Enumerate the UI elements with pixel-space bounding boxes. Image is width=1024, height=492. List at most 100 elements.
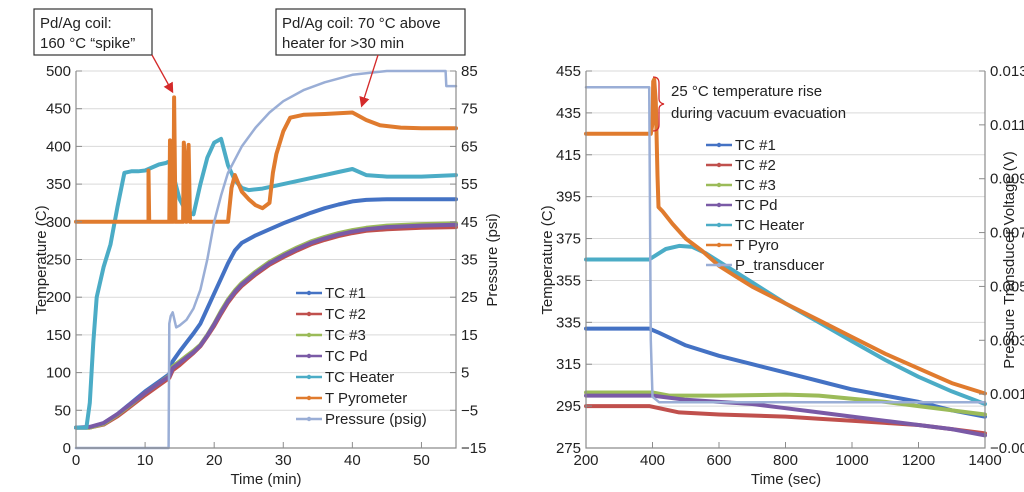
legend-marker [716,142,722,148]
y-tick-label: 295 [556,398,581,415]
annotation-box [275,8,466,56]
legend-marker [716,242,722,248]
y2-tick-label: 0.013 [990,63,1024,80]
legend-item: TC Pd [296,348,368,365]
legend-marker [306,395,312,401]
legend-label: TC #1 [735,137,776,154]
legend-label: Pressure (psig) [325,411,427,428]
x-tick-label: 800 [773,452,798,469]
tick-labels: 200 400 600 800 1000 1200 1400 275 295 315 335 355 3… [556,63,1024,469]
legend-marker [306,353,312,359]
legend-marker [306,332,312,338]
y2-tick-label: −5 [461,402,478,419]
y-tick-label: 200 [46,289,71,306]
legend-label: TC Heater [325,369,394,386]
legend-marker [716,202,722,208]
series-line-tc-pd [74,222,458,430]
x-tick-label: 200 [573,452,598,469]
legend-item: TC Heater [296,369,394,386]
annotation-text-line: 25 °C temperature rise [671,83,822,100]
y2-tick-label: 0.005 [990,278,1024,295]
y2-tick-label: 65 [461,138,478,155]
annotation-above-heater: Pd/Ag coil: 70 °C above heater for >30 m… [275,8,466,108]
series-line-tc-heater [584,243,987,406]
y-tick-label: 395 [556,189,581,206]
y-tick-label: 300 [46,214,71,231]
legend-label: TC #3 [325,327,366,344]
legend-label: TC #1 [325,285,366,302]
legend-item: Pressure (psig) [296,411,427,428]
y-tick-label: 150 [46,327,71,344]
legend: TC #1 TC #2 TC #3 TC Pd TC Heater T Pyro P_tra… [706,137,824,274]
y2-tick-label: 5 [461,365,469,382]
y2-tick-label: 55 [461,176,478,193]
left-chart: 0 10 20 30 40 5005010015020025030035040045050… [33,8,501,488]
series-line-pressure-psig [74,69,458,450]
y2-tick-label: 75 [461,101,478,118]
legend-item: P_transducer [706,257,824,274]
x-tick-label: 10 [137,452,154,469]
y-tick-label: 455 [556,63,581,80]
gridlines [586,70,985,407]
legend-marker [716,262,722,268]
y2-tick-label: −0.001 [990,440,1024,457]
annotation-text-line: during vacuum evacuation [671,105,846,122]
y-tick-label: 415 [556,147,581,164]
legend-marker [716,222,722,228]
y2-tick-label: 15 [461,327,478,344]
legend-label: T Pyro [735,237,779,254]
legend-label: TC Heater [735,217,804,234]
y-tick-label: 450 [46,101,71,118]
legend-label: T Pyrometer [325,390,407,407]
legend-item: TC Pd [706,197,778,214]
y-tick-label: 275 [556,440,581,457]
x-tick-label: 20 [206,452,223,469]
series-line-tc-3 [584,390,987,417]
legend-marker [716,162,722,168]
y-tick-label: 350 [46,176,71,193]
annotation-temperature-rise: 25 °C temperature rise during vacuum eva… [652,76,846,132]
y2-tick-label: 85 [461,63,478,80]
legend-marker [306,311,312,317]
legend: TC #1 TC #2 TC #3 TC Pd TC Heater T Pyrometer… [296,285,427,428]
y-tick-label: 0 [63,440,71,457]
annotation-spike: Pd/Ag coil: 160 °C “spike” [33,8,174,94]
y2-tick-label: 0.007 [990,225,1024,242]
legend-label: TC Pd [735,197,778,214]
legend-marker [306,416,312,422]
y-tick-label: 355 [556,272,581,289]
y2-axis-label: Pressure Transducer Voltage (V) [1001,151,1018,369]
legend-item: T Pyrometer [296,390,407,407]
y2-tick-label: 45 [461,214,478,231]
series-line-tc-pd [584,393,987,438]
y2-tick-label: 0.003 [990,332,1024,349]
y2-tick-label: 0.011 [990,117,1024,134]
x-tick-label: 1400 [968,452,1001,469]
x-tick-label: 600 [706,452,731,469]
x-axis-label: Time (sec) [751,471,821,488]
y2-tick-label: 35 [461,252,478,269]
y-tick-label: 250 [46,252,71,269]
x-axis-label: Time (min) [230,471,301,488]
right-chart: 200 400 600 800 1000 1200 1400 275 295 315 335 355 3… [539,63,1024,488]
y2-axis-label: Pressure (psi) [484,213,501,306]
y2-tick-label: 0.009 [990,171,1024,188]
x-tick-label: 40 [344,452,361,469]
legend-marker [306,374,312,380]
y-tick-label: 435 [556,105,581,122]
y2-tick-label: 0.001 [990,386,1024,403]
annotation-text-line: 160 °C “spike” [40,35,135,52]
gridlines [76,70,456,411]
x-tick-label: 0 [72,452,80,469]
annotation-text-line: heater for >30 min [282,35,404,52]
y-tick-label: 500 [46,63,71,80]
y-tick-label: 100 [46,365,71,382]
legend-item: TC Heater [706,217,804,234]
series-line-t-pyro [584,77,987,396]
y2-tick-label: −15 [461,440,486,457]
series-line-p-transducer [584,85,987,404]
legend-label: TC #2 [735,157,776,174]
axes [75,70,457,449]
legend-label: P_transducer [735,257,824,274]
